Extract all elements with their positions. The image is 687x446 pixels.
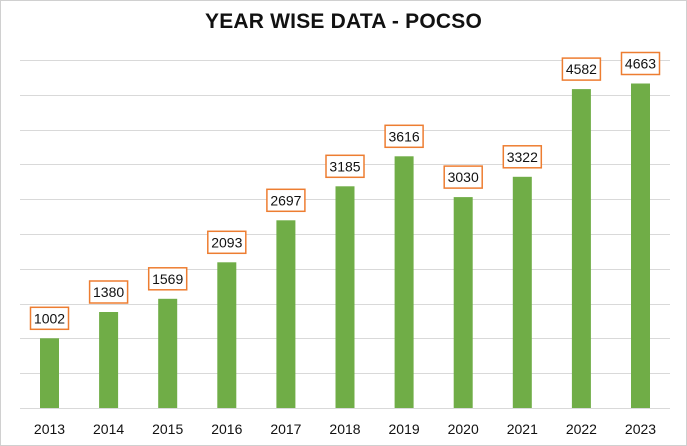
x-tick-label-2017: 2017 — [270, 421, 301, 437]
bar-2021 — [512, 176, 532, 408]
x-tick-label-2020: 2020 — [448, 421, 479, 437]
data-label-box-2018 — [325, 154, 365, 179]
data-label-box-2019 — [384, 124, 424, 149]
bars — [40, 83, 650, 408]
data-label-2014: 1380 — [93, 284, 124, 300]
data-label-box-2013 — [29, 306, 70, 331]
data-label-2013: 1002 — [34, 310, 65, 326]
chart-title: YEAR WISE DATA - POCSO — [204, 10, 483, 33]
x-tick-label-2013: 2013 — [34, 421, 65, 437]
data-label-box-2017 — [266, 188, 306, 213]
bar-2014 — [99, 312, 119, 408]
data-label-2021: 3322 — [507, 149, 538, 165]
data-label-box-2016 — [207, 230, 247, 255]
bar-2013 — [40, 338, 59, 408]
bar-2016 — [217, 262, 237, 408]
bar-2019 — [394, 156, 414, 408]
bar-2020 — [453, 197, 473, 408]
bar-2015 — [158, 298, 178, 408]
data-label-2015: 1569 — [152, 271, 183, 287]
data-label-box-2022 — [561, 57, 602, 81]
data-label-2019: 3616 — [389, 128, 420, 144]
data-label-2018: 3185 — [329, 158, 360, 174]
data-label-2023: 4663 — [625, 56, 656, 72]
data-label-box-2021 — [502, 145, 543, 169]
data-label-box-2014 — [88, 280, 129, 304]
data-label-box-2023 — [620, 51, 661, 76]
x-tick-label-2015: 2015 — [152, 421, 183, 437]
x-tick-label-2016: 2016 — [211, 421, 242, 437]
x-axis-tick-labels: 2013 2014 2015 2016 2017 2018 2019 2020 2021 2022… — [34, 421, 656, 437]
x-tick-label-2022: 2022 — [566, 421, 597, 437]
x-tick-label-2018: 2018 — [329, 421, 360, 437]
bar-2018 — [335, 186, 355, 408]
data-label-2017: 2697 — [270, 192, 301, 208]
data-label-2020: 3030 — [448, 169, 479, 185]
data-label-box-2015 — [147, 267, 188, 291]
x-tick-label-2023: 2023 — [625, 421, 656, 437]
data-labels: 1002 1380 1569 2093 2697 3185 3616 3030 3322 4582… — [29, 51, 661, 331]
data-label-2022: 4582 — [566, 61, 597, 77]
data-label-box-2020 — [443, 165, 483, 189]
bar-2017 — [276, 220, 296, 408]
x-tick-label-2019: 2019 — [389, 421, 420, 437]
bar-2023 — [631, 83, 650, 408]
x-tick-label-2014: 2014 — [93, 421, 124, 437]
bar-2022 — [571, 89, 591, 408]
x-tick-label-2021: 2021 — [507, 421, 538, 437]
data-label-2016: 2093 — [211, 234, 242, 250]
